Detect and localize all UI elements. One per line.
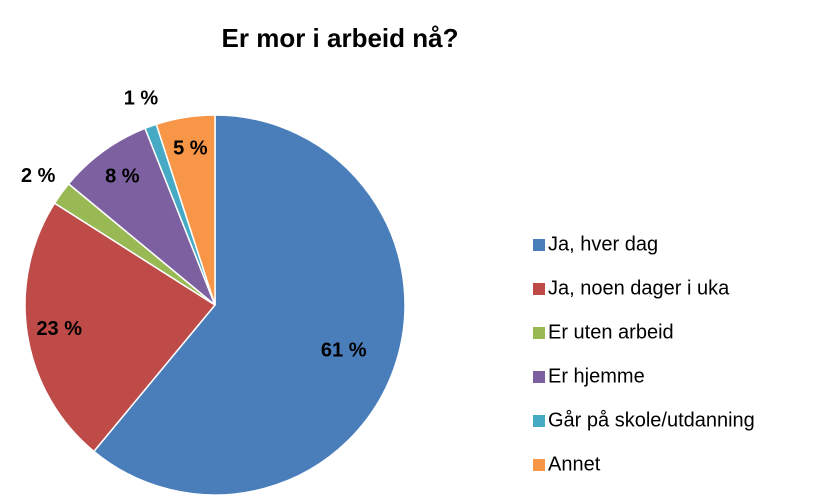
value-label: 2 % [21,165,56,187]
chart-title: Er mor i arbeid nå? [222,23,459,53]
legend-swatch [533,459,545,471]
pie-slice [67,127,216,306]
legend-label: Annet [548,453,601,475]
legend-swatch [533,327,545,339]
value-label: 23 % [36,318,82,340]
legend-swatch [533,371,545,383]
value-label: 5 % [173,138,208,160]
pie-slice [24,202,217,453]
pie-slice [92,114,406,496]
legend-label: Er uten arbeid [548,321,674,343]
legend-label: Er hjemme [548,365,645,387]
legend-label: Ja, noen dager i uka [548,277,730,299]
legend-swatch [533,415,545,427]
value-label: 8 % [105,166,140,188]
legend-swatch [533,239,545,251]
value-label: 61 % [321,340,367,362]
legend-label: Ja, hver dag [548,233,658,255]
legend-swatch [533,283,545,295]
pie-slice [155,114,216,306]
legend-label: Går på skole/utdanning [548,409,755,431]
value-label: 1 % [124,88,159,110]
